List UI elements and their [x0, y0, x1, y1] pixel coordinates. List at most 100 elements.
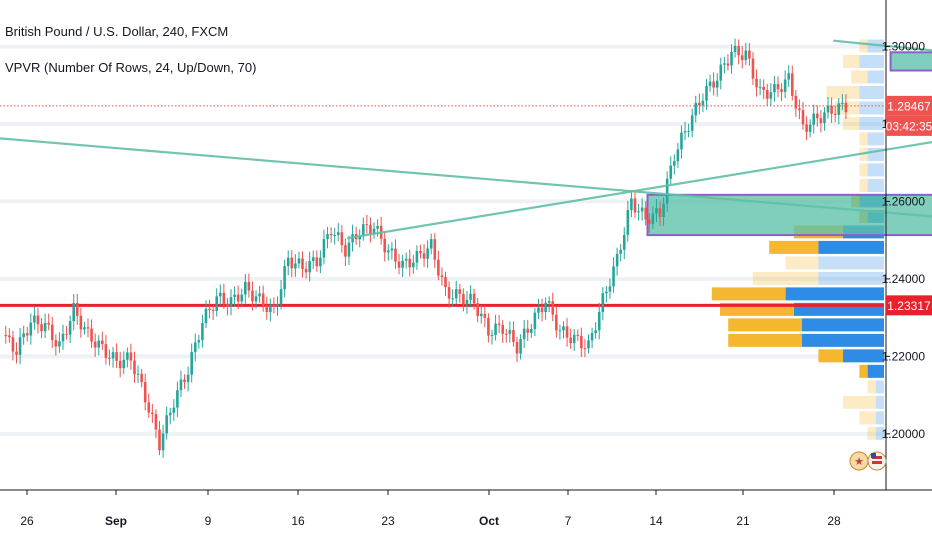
candle [186, 374, 190, 383]
candle [837, 103, 841, 115]
candle [190, 352, 193, 375]
candle [376, 226, 379, 229]
candle [283, 266, 286, 290]
candle [533, 312, 537, 329]
candle [501, 324, 505, 334]
candle [705, 86, 708, 101]
candle [626, 210, 630, 235]
candle [308, 261, 311, 273]
candle [798, 108, 801, 111]
volume-bar-down [818, 271, 884, 285]
candle [118, 360, 122, 369]
y-tick-label: 1.26000 [882, 194, 926, 208]
x-tick-label: 14 [649, 514, 663, 528]
candle [444, 277, 447, 288]
volume-bar-up [843, 54, 860, 68]
candle [816, 113, 819, 119]
volume-bar-up [851, 70, 868, 84]
candle [40, 324, 43, 332]
candle [304, 268, 308, 273]
candle [458, 289, 462, 294]
candle [265, 305, 269, 313]
candle [290, 257, 294, 269]
candle [136, 373, 140, 375]
candle [601, 293, 605, 313]
candle [154, 414, 158, 430]
volume-bar-down [867, 132, 884, 146]
candle [633, 198, 637, 213]
candle [179, 379, 183, 391]
candle [687, 130, 690, 132]
candle [4, 335, 8, 337]
volume-bar-up [818, 349, 843, 363]
candle [587, 340, 590, 349]
candle [751, 58, 755, 79]
candle [844, 102, 848, 113]
candle [29, 322, 33, 336]
candle [769, 92, 773, 99]
candle [555, 314, 558, 331]
candle [640, 207, 644, 212]
candle [476, 303, 479, 317]
news-badge-icon[interactable]: ★ [849, 451, 869, 471]
trend-lines [0, 39, 932, 240]
candle [787, 73, 791, 80]
candle [765, 89, 769, 99]
candle [597, 312, 601, 331]
volume-bar-up [859, 364, 868, 378]
trend-line [0, 137, 932, 218]
candle [690, 115, 694, 131]
volume-bar-up [867, 426, 876, 440]
candle [794, 95, 798, 109]
candle [183, 379, 186, 383]
candle [698, 102, 701, 106]
candle [733, 45, 737, 53]
candle [758, 86, 762, 88]
volume-bar-down [818, 256, 884, 270]
candle [333, 234, 336, 236]
candle [755, 78, 758, 88]
flag-badge-icon[interactable] [867, 451, 887, 471]
candle [819, 118, 823, 124]
candle [701, 100, 705, 106]
horizontal-lines [0, 105, 884, 307]
candle [487, 317, 490, 336]
price-candles [4, 38, 848, 458]
volume-bar-up [711, 287, 786, 301]
candle [655, 208, 658, 214]
candle [93, 341, 97, 348]
candle [748, 50, 751, 59]
volume-bar-up [859, 178, 868, 192]
y-tick-label: 1.30000 [882, 39, 926, 53]
candle [61, 333, 65, 342]
volume-bar-down [859, 101, 884, 115]
candle [730, 52, 733, 66]
volume-bar-up [867, 380, 876, 394]
volume-bar-down [867, 39, 884, 53]
candle [101, 340, 104, 345]
candle [558, 330, 562, 332]
candle [683, 131, 687, 133]
candle [254, 296, 258, 302]
candle [215, 296, 219, 311]
x-tick-label: 9 [205, 514, 212, 528]
price-labels: 1.28467 03:42:35 1.23317 [886, 95, 932, 316]
candle [712, 81, 715, 88]
candle [361, 224, 365, 236]
candle [508, 330, 512, 334]
candle [122, 359, 126, 369]
candle [68, 321, 72, 335]
candle [8, 335, 11, 338]
candle [544, 302, 547, 313]
candle [723, 63, 726, 65]
candle [47, 322, 50, 325]
candle [472, 293, 476, 304]
volume-bar-up [769, 240, 819, 254]
candle [576, 334, 580, 336]
candle [301, 258, 304, 269]
candle [104, 344, 108, 358]
volume-bar-down [867, 364, 884, 378]
candle [133, 360, 136, 375]
volume-bar-down [802, 333, 884, 347]
candle [833, 113, 837, 115]
